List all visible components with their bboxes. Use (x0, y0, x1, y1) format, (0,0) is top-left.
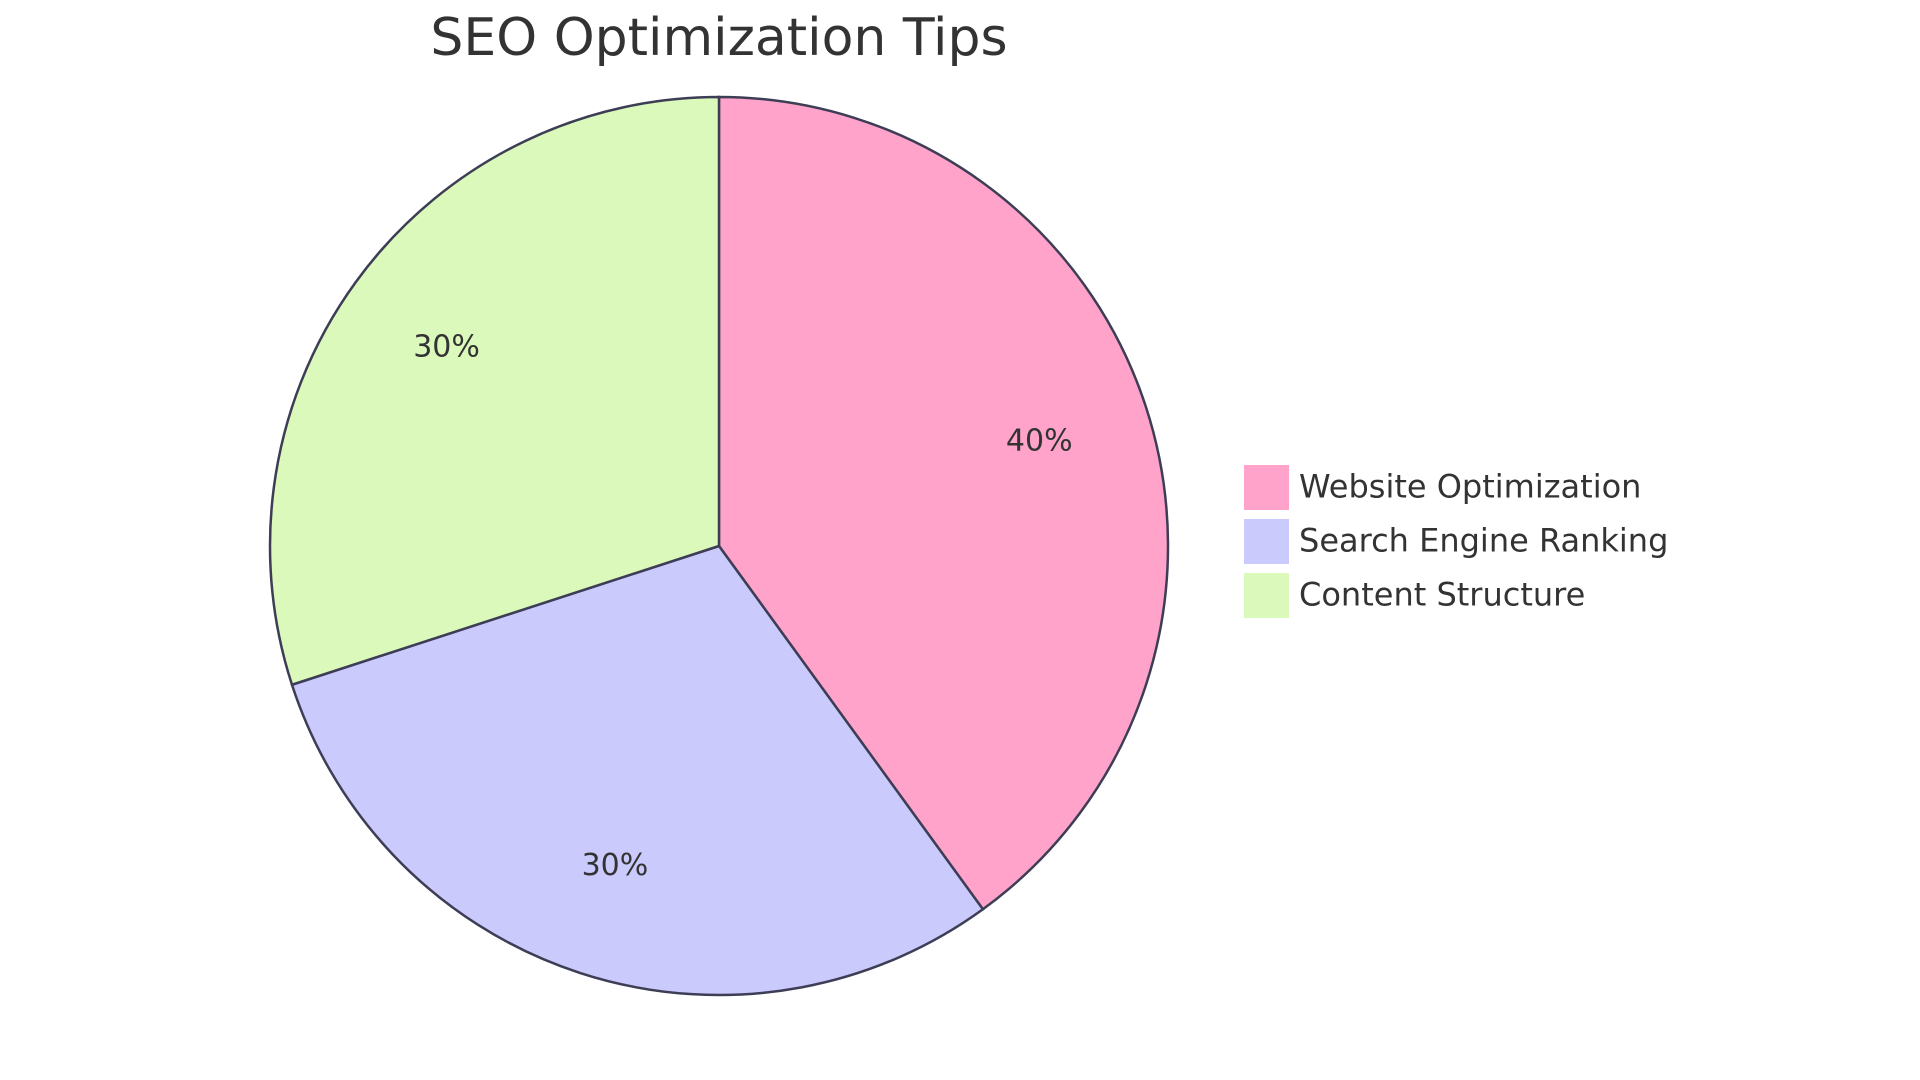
legend-swatch (1244, 573, 1289, 618)
legend-label: Content Structure (1299, 576, 1585, 614)
slice-label: 30% (413, 330, 480, 365)
pie-slice (290, 544, 985, 997)
legend-swatch (1244, 519, 1289, 564)
legend-swatch (1244, 465, 1289, 510)
slice-label: 40% (1006, 423, 1073, 458)
pie-slice (717, 95, 1170, 911)
legend-label: Search Engine Ranking (1299, 522, 1668, 560)
legend-label: Website Optimization (1299, 468, 1641, 506)
slice-label: 30% (582, 848, 649, 883)
chart-title: SEO Optimization Tips (430, 8, 1007, 68)
pie-slice (268, 95, 721, 687)
